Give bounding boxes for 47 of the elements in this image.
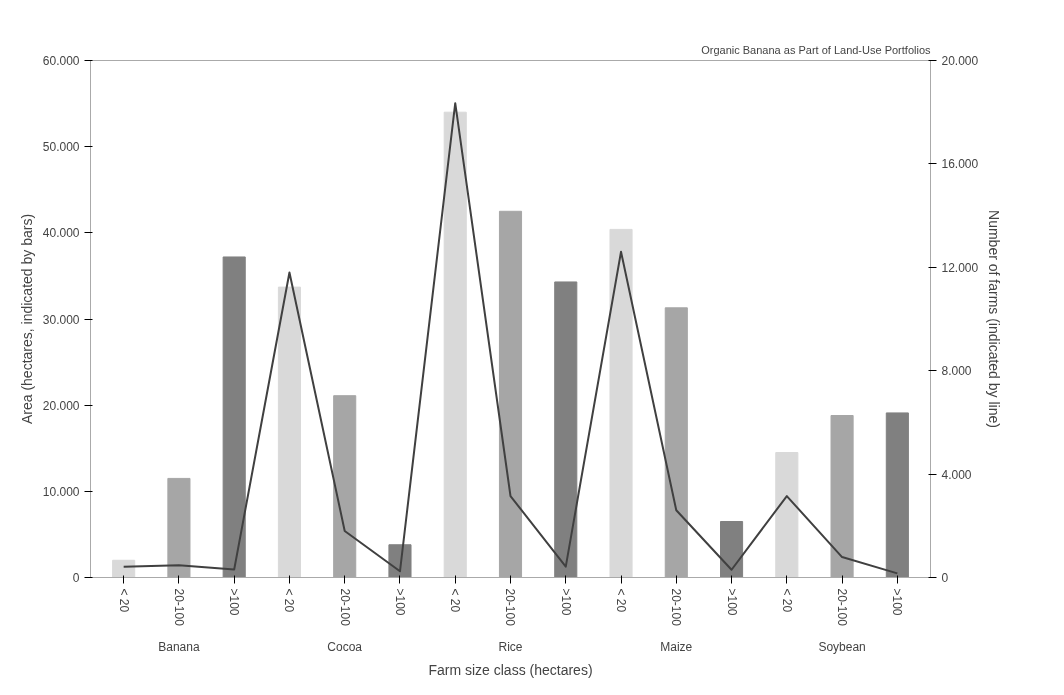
x-tick-label: 20-100 (337, 588, 352, 627)
line-series (122, 102, 899, 575)
text: Cocoa (327, 639, 363, 654)
y2-tick-label: 12.000 (941, 260, 979, 275)
x-tick-label: 20-100 (503, 588, 518, 627)
x-tick-label: >100 (392, 588, 407, 616)
text: Soybean (818, 639, 866, 654)
y2-tick-label: 16.000 (941, 157, 979, 172)
y-tick-label: 60.000 (42, 54, 80, 68)
y2-tick-label: 0 (941, 571, 949, 585)
x-tick-label: 20-100 (171, 588, 186, 627)
bar (720, 520, 744, 578)
text: Banana (158, 639, 200, 654)
y-tick-label: 10.000 (42, 484, 80, 499)
y-tick-label: 50.000 (42, 140, 80, 155)
x-tick-label: >100 (724, 588, 739, 616)
bar (609, 228, 633, 578)
x-tick-label: 20-100 (835, 588, 850, 627)
bar (775, 452, 799, 578)
chart-title: Organic Banana as Part of Land-Use Portfolios (701, 43, 931, 56)
bar (885, 412, 909, 578)
x-tick-label: >100 (558, 588, 573, 616)
y2-tick-label: 4.000 (941, 467, 972, 482)
x-tick-label: >100 (890, 588, 905, 616)
y-tick-label: 0 (72, 571, 80, 585)
y-tick-label: 30.000 (42, 312, 80, 327)
y-tick-label: 20.000 (42, 398, 80, 413)
text: Rice (498, 639, 523, 654)
y-axis-title: Area (hectares, indicated by bars) (18, 213, 35, 425)
bar (112, 559, 136, 578)
y2-axis-title: Number of farms (indicated by line) (986, 210, 1003, 428)
bar (277, 286, 301, 578)
y2-tick-label: 8.000 (941, 364, 972, 379)
bar (554, 281, 578, 578)
x-tick-label: < 20 (614, 588, 629, 613)
x-axis-title: Farm size class (hectares) (428, 661, 593, 678)
y2-tick-label: 20.000 (941, 54, 979, 68)
bar (443, 111, 467, 578)
y-tick-label: 40.000 (42, 226, 80, 241)
x-tick-label: < 20 (779, 588, 794, 613)
x-tick-label: 20-100 (669, 588, 684, 627)
x-tick-label: < 20 (116, 588, 131, 613)
bar (222, 256, 246, 578)
text: Maize (660, 639, 693, 654)
x-tick-label: < 20 (448, 588, 463, 613)
x-tick-label: >100 (227, 588, 242, 616)
x-tick-label: < 20 (282, 588, 297, 613)
